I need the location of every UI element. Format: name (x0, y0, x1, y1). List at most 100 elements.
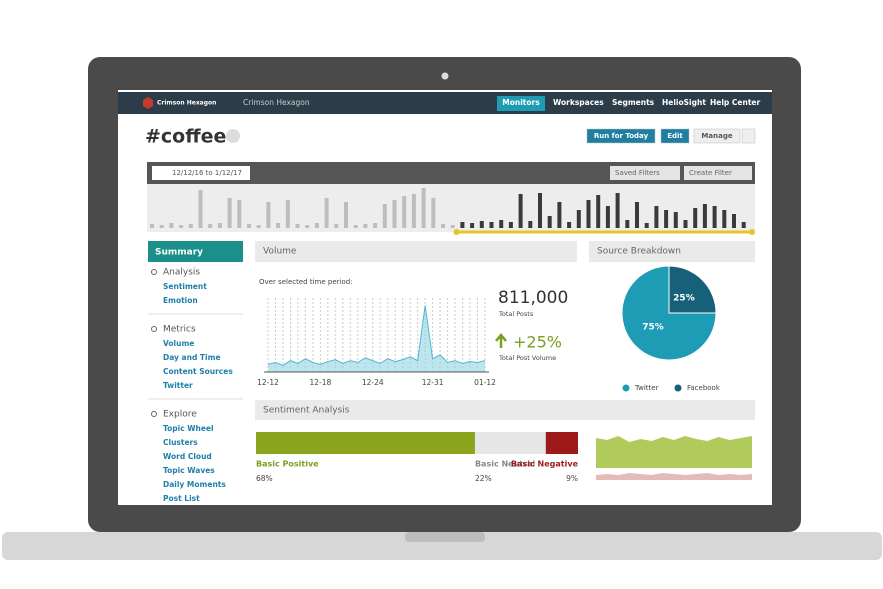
legend-label: Twitter (634, 384, 659, 392)
nav-bar (118, 92, 772, 114)
timeline-bar (673, 212, 678, 228)
sidebar-active[interactable]: Summary (155, 248, 203, 258)
volume-area (268, 305, 485, 372)
timeline-bar (324, 198, 329, 228)
timeline-bar (741, 222, 746, 228)
laptop-base (2, 532, 882, 560)
section-title[interactable]: Metrics (163, 325, 196, 335)
timeline-bar (305, 225, 310, 228)
timeline-bar (237, 200, 242, 228)
timeline-bar (615, 193, 620, 228)
legend-swatch (622, 384, 630, 392)
sentiment-bar (256, 432, 475, 454)
x-tick-label: 12-18 (309, 378, 331, 387)
sidebar-link[interactable]: Clusters (163, 438, 198, 447)
button[interactable] (693, 128, 741, 144)
sentiment-percent: 9% (566, 474, 578, 483)
slider-handle[interactable] (453, 229, 460, 235)
timeline-bar (702, 204, 707, 228)
sidebar-link[interactable]: Post List (163, 494, 200, 503)
create-filter[interactable]: Create Filter (689, 169, 732, 177)
timeline-bar (382, 204, 387, 228)
panel-title: Sentiment Analysis (263, 406, 350, 416)
volume-header (255, 241, 577, 262)
timeline-bar (508, 222, 513, 228)
timeline-bar (276, 223, 281, 228)
sentiment-label: Basic Neutral (475, 460, 536, 469)
timeline-bar (722, 210, 727, 228)
sentiment-bar (545, 432, 578, 454)
sidebar-link[interactable]: Emotion (163, 296, 198, 305)
timeline-bar (198, 190, 203, 228)
nav-item[interactable]: HelioSight (662, 98, 706, 107)
button-label[interactable]: Edit (667, 132, 683, 140)
sidebar-link[interactable]: Topic Wheel (163, 424, 214, 433)
pie-slice (668, 265, 717, 314)
panel-title: Source Breakdown (597, 247, 681, 257)
timeline-bar (732, 214, 736, 228)
title-icon (226, 129, 240, 143)
sidebar-link[interactable]: Day and Time (163, 353, 221, 362)
nav-active (497, 96, 545, 111)
manage-dropdown[interactable] (741, 128, 756, 144)
timeline-bar (470, 223, 475, 228)
nav-item[interactable]: Help Center (710, 98, 761, 107)
summary-tab[interactable] (148, 241, 243, 262)
sentiment-label: Basic Positive (256, 460, 319, 469)
nav-item[interactable]: Workspaces (553, 98, 604, 107)
sidebar-link[interactable]: Topic Waves (163, 466, 215, 475)
button-label[interactable]: Run for Today (594, 132, 649, 140)
timeline-bar (353, 225, 358, 228)
timeline-bar (635, 202, 639, 228)
sidebar-link[interactable]: Daily Moments (163, 480, 226, 489)
button-label[interactable]: Manage (701, 132, 732, 140)
timeline-bar (499, 220, 504, 228)
sidebar-link[interactable]: Content Sources (163, 367, 233, 376)
change-label: Total Post Volume (498, 354, 556, 362)
sidebar-link[interactable]: Sentiment (163, 282, 207, 291)
timeline-bar (586, 200, 591, 228)
x-tick-label: 12-24 (362, 378, 384, 387)
timeline-bar (528, 221, 533, 228)
timeline-bar (169, 223, 174, 228)
timeline-bar (256, 225, 261, 228)
x-tick-label: 01-12 (474, 378, 496, 387)
sidebar-link[interactable]: Word Cloud (163, 452, 212, 461)
base-notch (405, 532, 485, 542)
create-filter-box[interactable] (684, 166, 752, 180)
pie-label: 75% (642, 322, 664, 332)
change: +25% (513, 333, 562, 352)
panel-subtitle: Over selected time period: (259, 278, 353, 286)
section-bullet (151, 269, 157, 275)
nav-item[interactable]: Monitors (502, 98, 540, 107)
x-tick-label: 12-31 (422, 378, 444, 387)
date-range: 12/12/16 to 1/12/17 (172, 169, 242, 177)
account-menu[interactable]: Crimson Hexagon (243, 98, 310, 107)
timeline-bar (576, 210, 581, 228)
section-bullet (151, 326, 157, 332)
saved-filters[interactable]: Saved Filters (615, 169, 660, 177)
button[interactable] (586, 128, 656, 144)
timeline-bar (314, 223, 319, 228)
timeline-bar (344, 202, 348, 228)
panel-title: Volume (263, 247, 297, 257)
saved-filters-box[interactable] (610, 166, 680, 180)
slider-handle[interactable] (749, 229, 755, 235)
timeline-bar (208, 224, 213, 228)
button[interactable] (660, 128, 690, 144)
timeline-bar (334, 224, 339, 228)
legend-label: Facebook (687, 384, 721, 392)
sidebar-link[interactable]: Twitter (163, 381, 193, 390)
section-title[interactable]: Analysis (163, 268, 200, 278)
sidebar-link[interactable]: Volume (163, 339, 194, 348)
up-arrow (495, 333, 507, 348)
timeline-bar (538, 193, 542, 228)
nav-item[interactable]: Segments (612, 98, 655, 107)
timeline-bar (266, 202, 271, 228)
section-title[interactable]: Explore (163, 410, 197, 420)
timeline-bar (596, 195, 601, 228)
timeline-bar (644, 223, 649, 228)
timeline-bar (460, 222, 465, 228)
